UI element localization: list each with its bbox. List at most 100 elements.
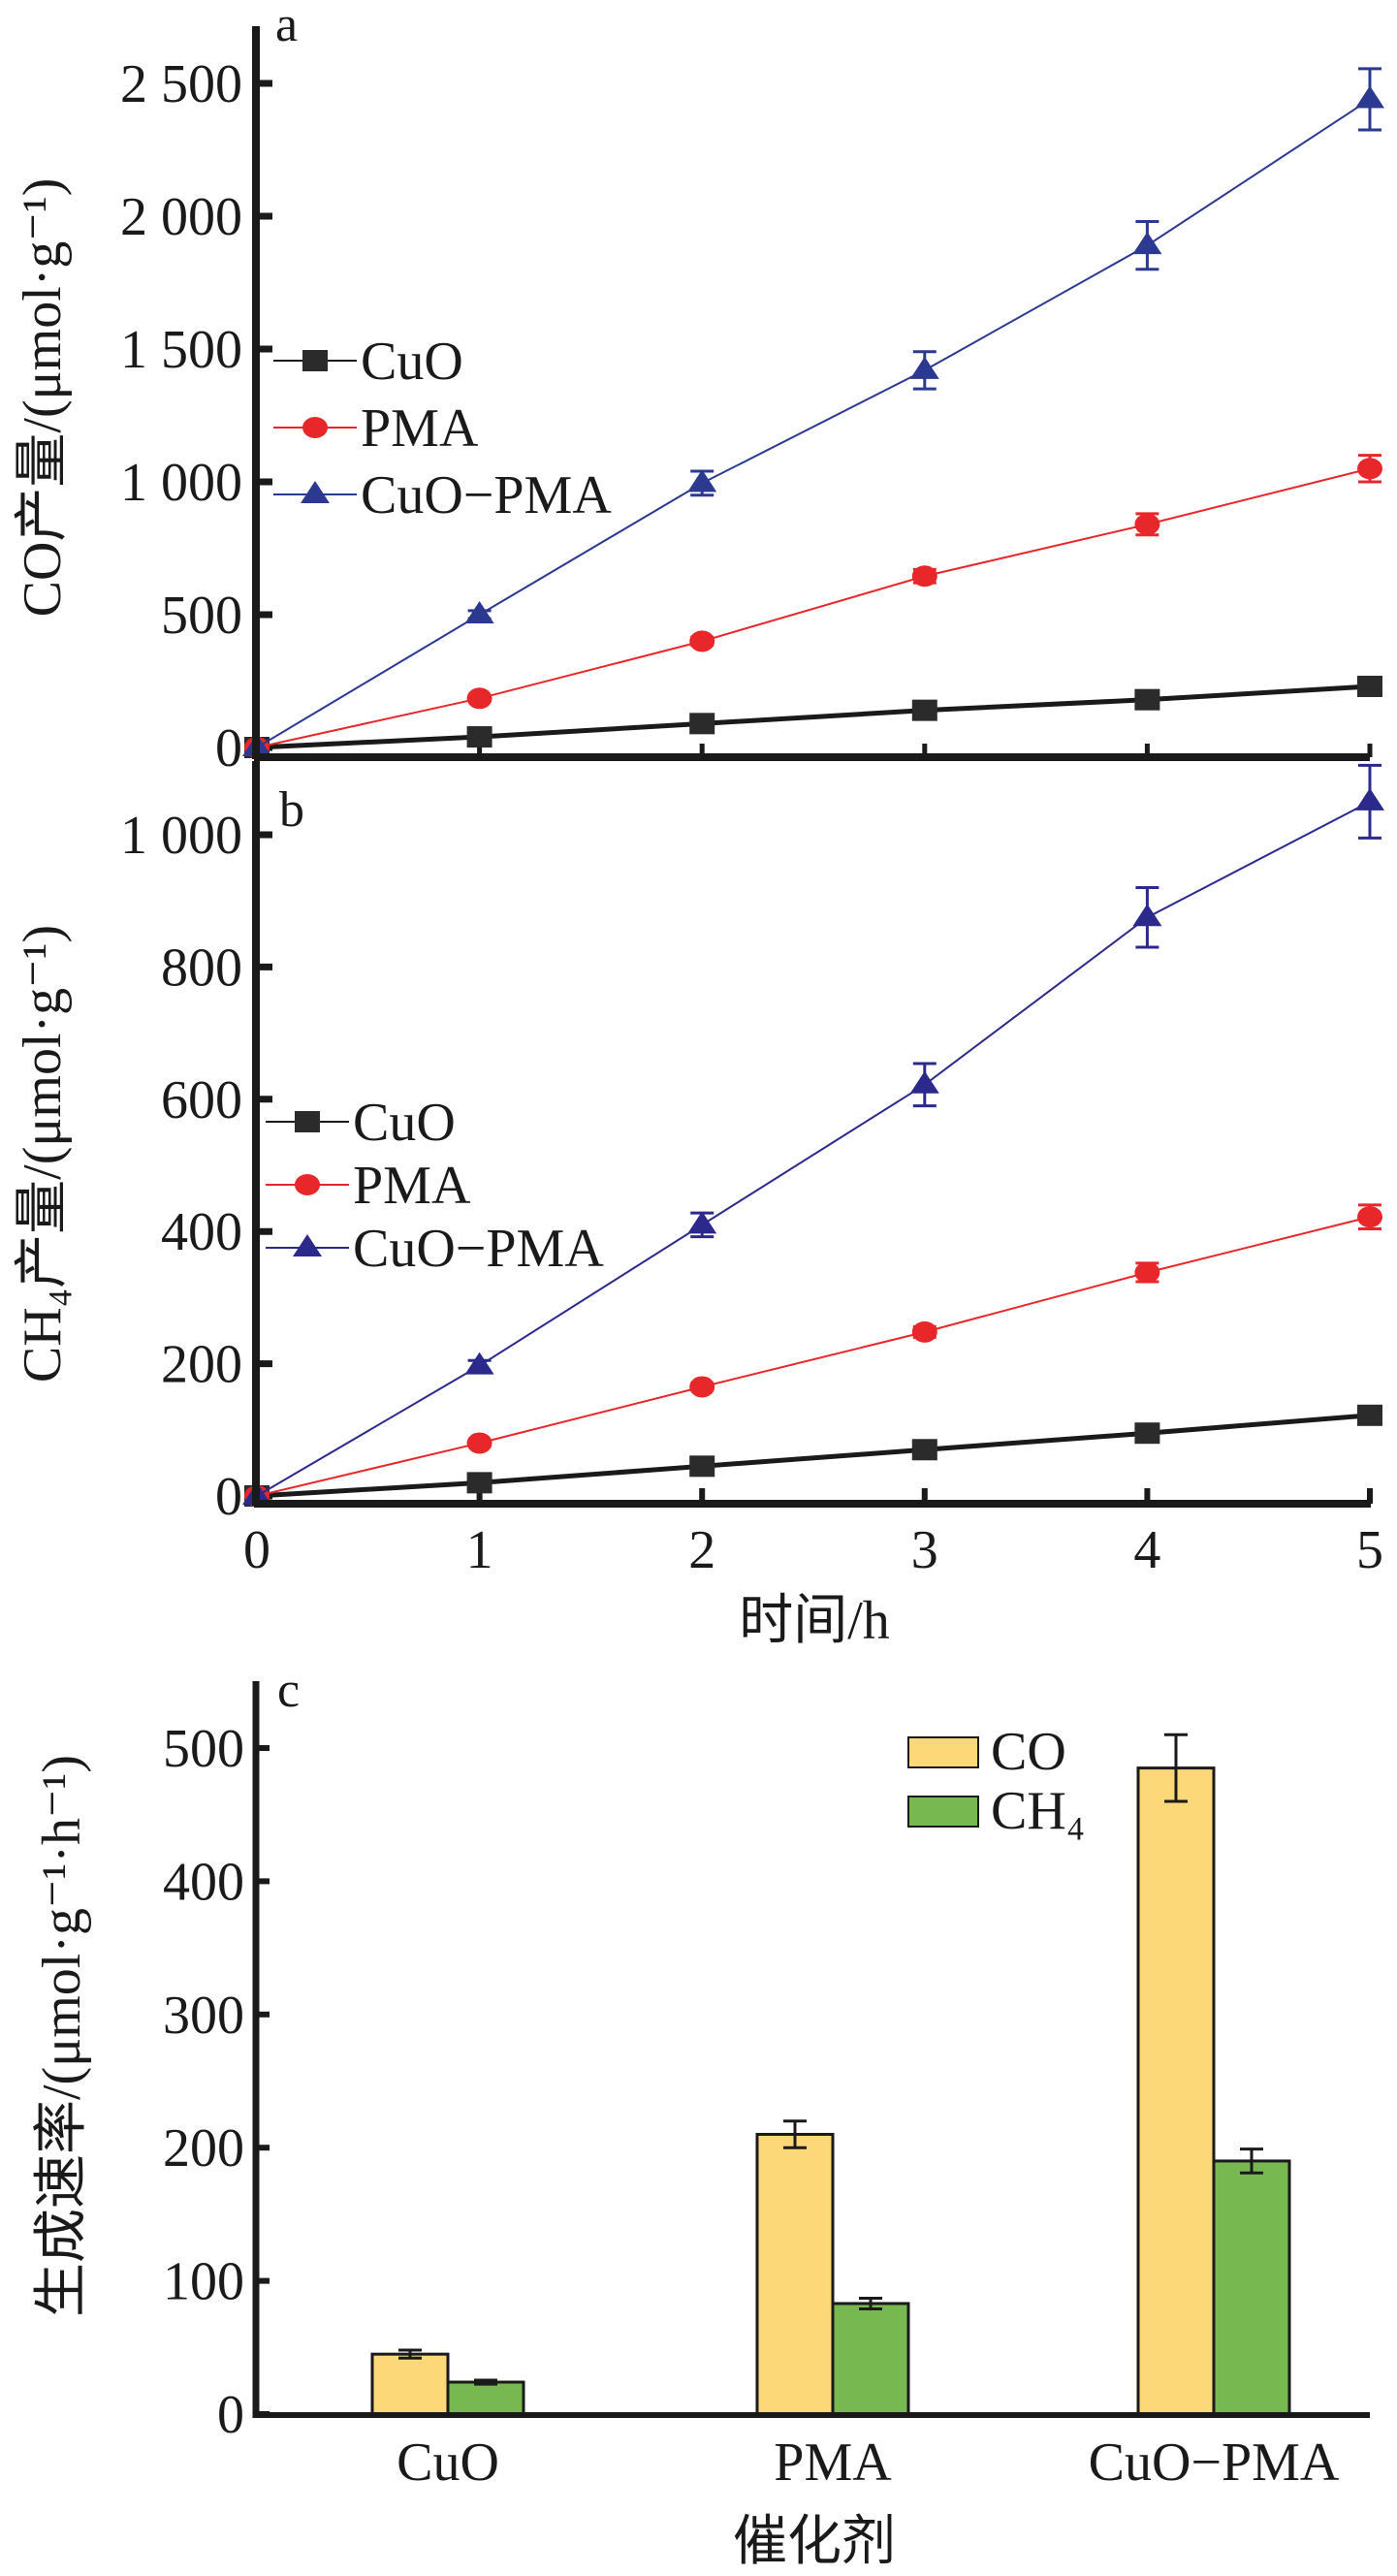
panel-b-xtick-label-4: 4 — [1133, 1520, 1160, 1580]
panel-c-legend-item-co: CO — [907, 1722, 1066, 1782]
panel-a-line-cuo — [256, 684, 1371, 750]
panel-b-line-pma — [256, 1216, 1371, 1497]
panel-c-production-rate: c 0 100 200 300 400 500 CuO PMA CuO−PMA 生成速率/(μ… — [32, 1663, 1370, 2572]
panel-a-legend-marker-pma — [302, 417, 328, 438]
panel-a-point-cuo-4 — [1134, 688, 1160, 711]
panel-b-point-pma-1 — [466, 1432, 492, 1454]
panel-a-line-pma — [256, 467, 1371, 748]
panel-c-legend-label-co: CO — [991, 1722, 1066, 1782]
panel-a-ytick-label-500: 500 — [161, 586, 242, 646]
panel-a-label: a — [275, 0, 298, 52]
panel-c-errorbar-co-cuo-pma — [1164, 1733, 1188, 1803]
panel-b-series-cuo-pma — [242, 763, 1384, 1505]
panel-a-co-yield: a 0 500 1 000 1 500 2 000 2 500 CO产量/(μmol·g⁻… — [13, 0, 1384, 779]
panel-b-ytick-label-1000: 1 000 — [120, 806, 242, 866]
panel-c-x-axis-title: 催化剂 — [733, 2512, 896, 2572]
panel-b-series-pma — [244, 1203, 1382, 1507]
panel-b-ytick-labels: 0 200 400 600 800 1 000 — [120, 806, 242, 1527]
panel-b-point-cuo-5 — [1357, 1404, 1382, 1426]
panel-a-legend-marker-cuo-pma — [301, 481, 330, 503]
panel-b-xtick-label-0: 0 — [243, 1520, 270, 1580]
panel-c-xtick-label-cuo: CuO — [397, 2433, 499, 2493]
panel-c-label: c — [277, 1663, 300, 1718]
panel-a-ytick-label-1000: 1 000 — [120, 453, 242, 513]
panel-b-legend-label-cuo: CuO — [353, 1093, 456, 1153]
panel-c-errorbar-co-cuo — [398, 2348, 422, 2360]
panel-a-point-pma-2 — [689, 630, 715, 652]
panel-b-point-cuo-pma-2 — [687, 1211, 717, 1234]
panel-a-point-cuo-2 — [689, 713, 715, 735]
panel-a-ytick-label-2500: 2 500 — [120, 54, 242, 114]
panel-a-ytick-labels: 0 500 1 000 1 500 2 000 2 500 — [120, 54, 242, 779]
panel-a-legend-item-cuo-pma: CuO−PMA — [273, 465, 612, 525]
panel-c-legend-item-ch: CH₄ — [907, 1781, 1085, 1841]
panel-b-x-axis-title: 时间/h — [739, 1591, 890, 1651]
panel-a-ytick-label-1500: 1 500 — [120, 320, 242, 380]
panel-b-ytick-label-600: 600 — [161, 1070, 242, 1130]
panel-a-series-cuo — [244, 675, 1382, 758]
panel-c-errorbar-co-pma — [783, 2119, 807, 2149]
panel-b-ytick-label-200: 200 — [161, 1335, 242, 1395]
panel-a-point-cuo-5 — [1357, 675, 1382, 697]
panel-b-ytick-label-400: 400 — [161, 1202, 242, 1262]
panel-b-legend-item-cuo: CuO — [266, 1093, 456, 1153]
panel-b-point-cuo-pma-4 — [1132, 904, 1162, 927]
panel-c-legend-label-ch: CH₄ — [991, 1781, 1085, 1841]
panel-a-series-cuo-pma — [242, 67, 1384, 756]
panel-c-errorbar-ch-cuo-pma — [1240, 2147, 1263, 2175]
panel-c-ytick-label-400: 400 — [163, 1852, 244, 1912]
panel-b-xtick-labels: 0 1 2 3 4 5 — [243, 1520, 1383, 1580]
panel-a-point-cuo-3 — [911, 699, 937, 721]
panel-b-line-cuo — [256, 1413, 1371, 1499]
panel-a-point-cuo-pma-5 — [1355, 85, 1384, 109]
panel-b-ytick-label-0: 0 — [215, 1467, 242, 1527]
panel-a-legend-label-cuo: CuO — [361, 332, 463, 392]
panel-a-point-pma-5 — [1357, 458, 1382, 480]
panel-a-legend-item-pma: PMA — [273, 398, 479, 459]
panel-b-legend-marker-cuo-pma — [293, 1234, 322, 1256]
panel-b-point-cuo-pma-1 — [464, 1352, 494, 1375]
panel-b-legend-item-cuo-pma: CuO−PMA — [266, 1219, 604, 1279]
panel-a-point-cuo-1 — [466, 726, 492, 748]
panel-b-xtick-label-3: 3 — [911, 1520, 938, 1580]
panel-b-point-pma-2 — [689, 1376, 715, 1398]
panel-a-ytick-label-2000: 2 000 — [120, 187, 242, 247]
panel-a-point-pma-1 — [466, 687, 492, 710]
panel-a-legend-item-cuo: CuO — [273, 332, 463, 392]
panel-a-legend-label-pma: PMA — [361, 398, 479, 459]
panel-c-bar-ch-cuo-pma — [1212, 2159, 1291, 2416]
panel-c-xtick-label-cuo-pma: CuO−PMA — [1089, 2433, 1340, 2493]
panel-b-point-cuo-pma-3 — [909, 1070, 939, 1094]
panel-a-point-pma-4 — [1134, 513, 1160, 535]
panel-c-errorbar-ch-pma — [859, 2296, 882, 2310]
panel-b-xtick-label-1: 1 — [466, 1520, 493, 1580]
panel-b-series — [242, 763, 1384, 1507]
panel-b-legend-marker-cuo — [295, 1111, 320, 1132]
panel-b-point-cuo-4 — [1134, 1422, 1160, 1445]
panel-b-point-cuo-3 — [911, 1439, 937, 1461]
panel-a-series — [242, 67, 1384, 758]
panel-c-bar-ch-cuo — [446, 2380, 525, 2416]
panel-a-y-axis-title: CO产量/(μmol·g⁻¹) — [13, 178, 73, 618]
panel-c-bar-co-pma — [755, 2132, 835, 2416]
panel-b-point-pma-5 — [1357, 1206, 1382, 1228]
panel-b-point-pma-4 — [1134, 1261, 1160, 1284]
panel-c-ytick-label-100: 100 — [163, 2252, 244, 2312]
panel-c-legend-swatch-co — [907, 1736, 979, 1768]
panel-b-xtick-label-5: 5 — [1356, 1520, 1383, 1580]
panel-a-legend-label-cuo-pma: CuO−PMA — [361, 465, 612, 525]
panel-c-xtick-labels: CuO PMA CuO−PMA — [397, 2433, 1340, 2493]
panel-a-ytick-label-0: 0 — [215, 718, 242, 779]
panel-b-point-pma-3 — [911, 1320, 937, 1343]
panel-a-point-cuo-pma-4 — [1132, 232, 1162, 255]
panel-c-bar-ch-pma — [831, 2302, 910, 2416]
panel-a-point-cuo-pma-2 — [687, 469, 717, 493]
panel-a-point-pma-3 — [911, 565, 937, 588]
panel-b-legend-item-pma: PMA — [266, 1156, 471, 1216]
panel-b-label: b — [279, 782, 304, 838]
panel-c-ytick-labels: 0 100 200 300 400 500 — [163, 1719, 244, 2445]
